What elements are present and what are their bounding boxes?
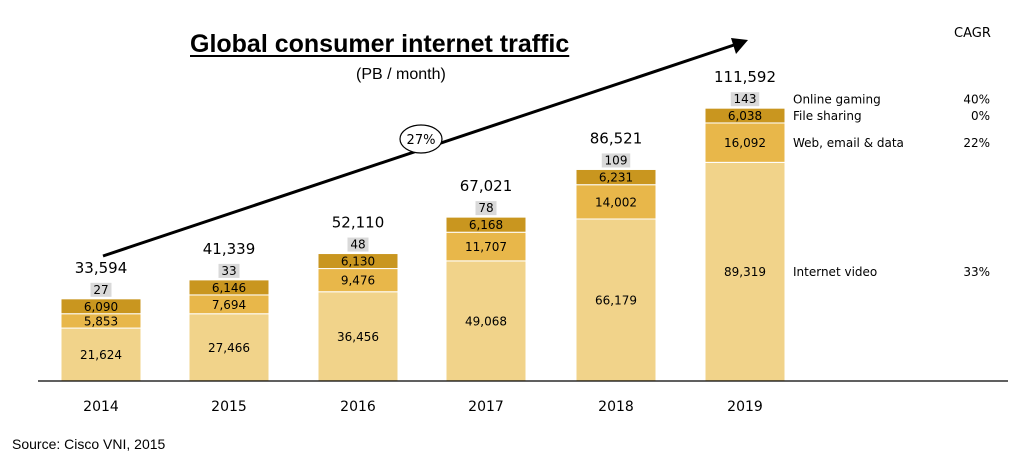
legend-label: Online gaming xyxy=(793,93,881,107)
bar-value-label: 6,090 xyxy=(84,300,118,314)
bar-segment xyxy=(730,92,760,107)
bar-value-label: 78 xyxy=(478,201,493,215)
bar-value-label: 66,179 xyxy=(595,293,637,307)
legend-cagr: 22% xyxy=(963,136,990,150)
bar-value-label: 27 xyxy=(93,283,108,297)
legend-label: Web, email & data xyxy=(793,136,904,150)
chart-subtitle: (PB / month) xyxy=(356,66,446,83)
bar-total-label: 41,339 xyxy=(203,240,256,258)
bar-value-label: 9,476 xyxy=(341,274,375,288)
bar-segment xyxy=(475,201,497,216)
bar-value-label: 109 xyxy=(605,153,628,167)
bar-segment xyxy=(317,291,399,382)
bar-value-label: 5,853 xyxy=(84,314,118,328)
bar-segment xyxy=(90,282,112,297)
cagr-header: CAGR xyxy=(954,26,991,41)
bar-segment xyxy=(188,279,270,296)
bar-value-label: 89,319 xyxy=(724,265,766,279)
bar-value-label: 6,168 xyxy=(469,218,503,232)
bar-segment xyxy=(704,107,786,124)
bar-total-label: 52,110 xyxy=(332,214,385,232)
bar-value-label: 6,231 xyxy=(599,171,633,185)
legend-cagr: 40% xyxy=(963,93,990,107)
bar-segment xyxy=(575,218,657,382)
overall-cagr-label: 27% xyxy=(407,133,436,148)
cagr-bubble xyxy=(399,124,443,154)
bar-segment xyxy=(347,237,369,252)
bar-segment xyxy=(60,327,142,382)
bar-segment xyxy=(445,216,527,233)
bar-value-label: 11,707 xyxy=(465,240,507,254)
bar-value-label: 27,466 xyxy=(208,341,250,355)
bar-value-label: 21,624 xyxy=(80,348,122,362)
legend-label: File sharing xyxy=(793,109,862,123)
bar-value-label: 16,092 xyxy=(724,136,766,150)
x-tick-label: 2018 xyxy=(598,399,634,415)
x-tick-label: 2017 xyxy=(468,399,504,415)
x-tick-label: 2019 xyxy=(727,399,763,415)
bar-value-label: 6,038 xyxy=(728,109,762,123)
bar-segment xyxy=(575,168,657,186)
bar-segment xyxy=(317,253,399,270)
bar-value-label: 6,130 xyxy=(341,255,375,269)
bar-total-label: 67,021 xyxy=(460,177,513,195)
bar-value-label: 14,002 xyxy=(595,195,637,209)
bar-segment xyxy=(575,184,657,220)
bar-value-label: 49,068 xyxy=(465,314,507,328)
chart-title: Global consumer internet traffic xyxy=(190,30,570,58)
bar-total-label: 111,592 xyxy=(714,68,776,86)
bar-value-label: 7,694 xyxy=(212,298,246,312)
bar-segment xyxy=(60,298,142,315)
bar-segment xyxy=(445,231,527,262)
bar-value-label: 36,456 xyxy=(337,330,379,344)
bar-total-label: 33,594 xyxy=(75,259,128,277)
bar-value-label: 143 xyxy=(734,92,757,106)
source-note: Source: Cisco VNI, 2015 xyxy=(12,436,166,452)
bar-value-label: 48 xyxy=(350,238,365,252)
legend-cagr: 0% xyxy=(971,109,990,123)
bar-segment xyxy=(704,122,786,163)
x-tick-label: 2014 xyxy=(83,399,119,415)
x-tick-label: 2016 xyxy=(340,399,376,415)
bar-segment xyxy=(601,153,631,168)
bar-segment xyxy=(218,263,240,278)
legend-cagr: 33% xyxy=(963,265,990,279)
bar-value-label: 33 xyxy=(221,264,236,278)
bar-value-label: 6,146 xyxy=(212,281,246,295)
trend-arrow-head xyxy=(731,38,748,54)
legend-label: Internet video xyxy=(793,265,877,279)
bar-total-label: 86,521 xyxy=(590,129,643,147)
x-tick-label: 2015 xyxy=(211,399,247,415)
